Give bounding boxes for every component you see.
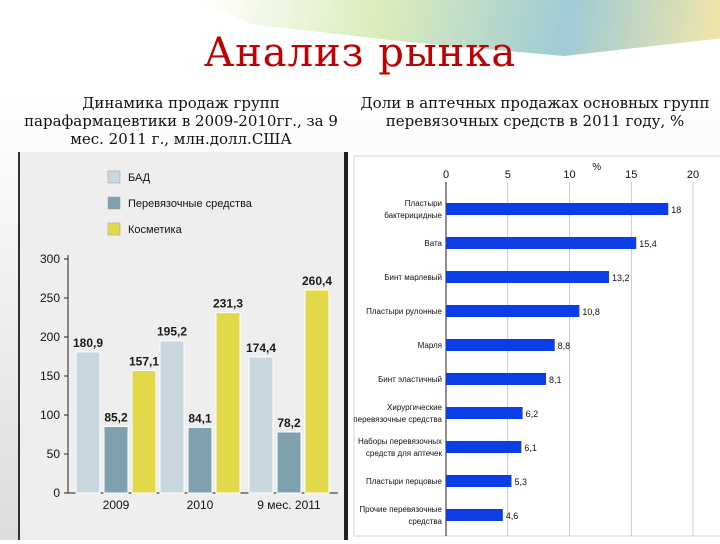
bar-1-1 [187, 426, 213, 494]
legend-label-1: Перевязочные средства [128, 198, 253, 210]
bar-value-label-1-0: 85,2 [104, 411, 128, 425]
x-category-label-2: 9 мес. 2011 [257, 498, 321, 512]
sales-dynamics-chart: БАД Перевязочные средства Косметика 0 50 100 1… [40, 170, 338, 512]
hbar-2 [446, 271, 610, 283]
hbar-9 [446, 509, 503, 521]
legend-label-0: БАД [128, 172, 151, 184]
hbar-5 [446, 373, 547, 385]
category-label-3-0: Пластыри рулонные [366, 307, 442, 316]
category-label-6-0: Хирургические [387, 403, 442, 412]
bar-value-label-2-1: 231,3 [213, 297, 243, 311]
hbar-value-label-6: 6,2 [526, 409, 539, 419]
bar-value-label-0-0: 180,9 [73, 336, 103, 350]
legend-label-2: Косметика [128, 224, 183, 236]
bar-1-2 [276, 431, 302, 494]
hbar-value-label-8: 5,3 [514, 477, 527, 487]
legend-swatch-0 [107, 170, 121, 184]
hbar-3 [446, 305, 580, 317]
x-tick-label-5: 5 [505, 169, 511, 181]
y-tick-label-0: 0 [53, 486, 60, 500]
category-label-9-1: средства [408, 517, 442, 526]
hbar-6 [446, 407, 523, 419]
y-tick-label-250: 250 [40, 291, 60, 305]
y-tick-label-100: 100 [40, 408, 60, 422]
bar-0-1 [159, 340, 185, 494]
category-label-2-0: Бинт марлевый [384, 273, 442, 282]
dressing-shares-chart: 0 5 10 15 20% 18 Пластыри бактерицидные 15,4 Вата… [353, 155, 720, 537]
hbar-value-label-2: 13,2 [612, 273, 630, 283]
hbar-8 [446, 475, 512, 487]
hbar-value-label-7: 6,1 [524, 443, 537, 453]
hbar-0 [446, 203, 669, 215]
category-label-5-0: Бинт эластичный [378, 375, 442, 384]
bar-value-label-0-1: 195,2 [157, 325, 187, 339]
category-label-7-1: средств для аптечек [366, 449, 443, 458]
y-tick-label-150: 150 [40, 369, 60, 383]
bar-value-label-1-1: 84,1 [188, 411, 212, 425]
hbar-value-label-0: 18 [671, 205, 681, 215]
x-tick-label-20: 20 [687, 169, 699, 181]
category-label-9-0: Прочие перевязочные [359, 505, 442, 514]
legend-swatch-2 [107, 222, 121, 236]
bar-2-2 [304, 289, 330, 494]
bar-2-1 [215, 312, 241, 494]
bar-2-0 [131, 369, 157, 494]
category-label-6-1: перевязочные средства [353, 415, 442, 424]
hbar-value-label-4: 8,8 [558, 341, 571, 351]
hbar-4 [446, 339, 555, 351]
hbar-value-label-5: 8,1 [549, 375, 562, 385]
y-tick-label-50: 50 [47, 447, 61, 461]
hbar-7 [446, 441, 522, 453]
bar-0-2 [248, 356, 274, 494]
category-label-4-0: Марля [418, 341, 442, 350]
sales-dynamics-chart-panel: БАД Перевязочные средства Косметика 0 50 100 1… [18, 152, 344, 540]
legend-swatch-1 [107, 196, 121, 210]
x-tick-label-15: 15 [625, 169, 637, 181]
right-chart-caption: Доли в аптечных продажах основных групп … [360, 94, 710, 130]
x-unit-label: % [592, 162, 601, 173]
bar-value-label-1-2: 78,2 [277, 416, 301, 430]
hbar-value-label-1: 15,4 [639, 239, 657, 249]
dressing-shares-chart-panel: 0 5 10 15 20% 18 Пластыри бактерицидные 15,4 Вата… [344, 152, 720, 540]
x-tick-label-0: 0 [443, 169, 449, 181]
x-category-label-1: 2010 [187, 498, 214, 512]
left-chart-caption: Динамика продаж групп парафармацевтики в… [24, 94, 338, 148]
y-tick-label-300: 300 [40, 252, 60, 266]
y-tick-label-200: 200 [40, 330, 60, 344]
category-label-1-0: Вата [424, 239, 442, 248]
hbar-1 [446, 237, 637, 249]
category-label-0-0: Пластыри [405, 199, 442, 208]
category-label-7-0: Наборы перевязочных [358, 437, 442, 446]
bar-value-label-2-2: 260,4 [302, 274, 332, 288]
bar-0-0 [75, 351, 101, 494]
x-category-label-0: 2009 [103, 498, 130, 512]
bar-1-0 [103, 426, 129, 494]
page-title: Анализ рынка [203, 30, 517, 76]
hbar-value-label-3: 10,8 [582, 307, 600, 317]
x-tick-label-10: 10 [563, 169, 575, 181]
category-label-8-0: Пластыри перцовые [366, 477, 443, 486]
bar-value-label-2-0: 157,1 [129, 354, 159, 368]
hbar-value-label-9: 4,6 [506, 511, 519, 521]
bar-value-label-0-2: 174,4 [246, 341, 276, 355]
category-label-0-1: бактерицидные [384, 211, 442, 220]
